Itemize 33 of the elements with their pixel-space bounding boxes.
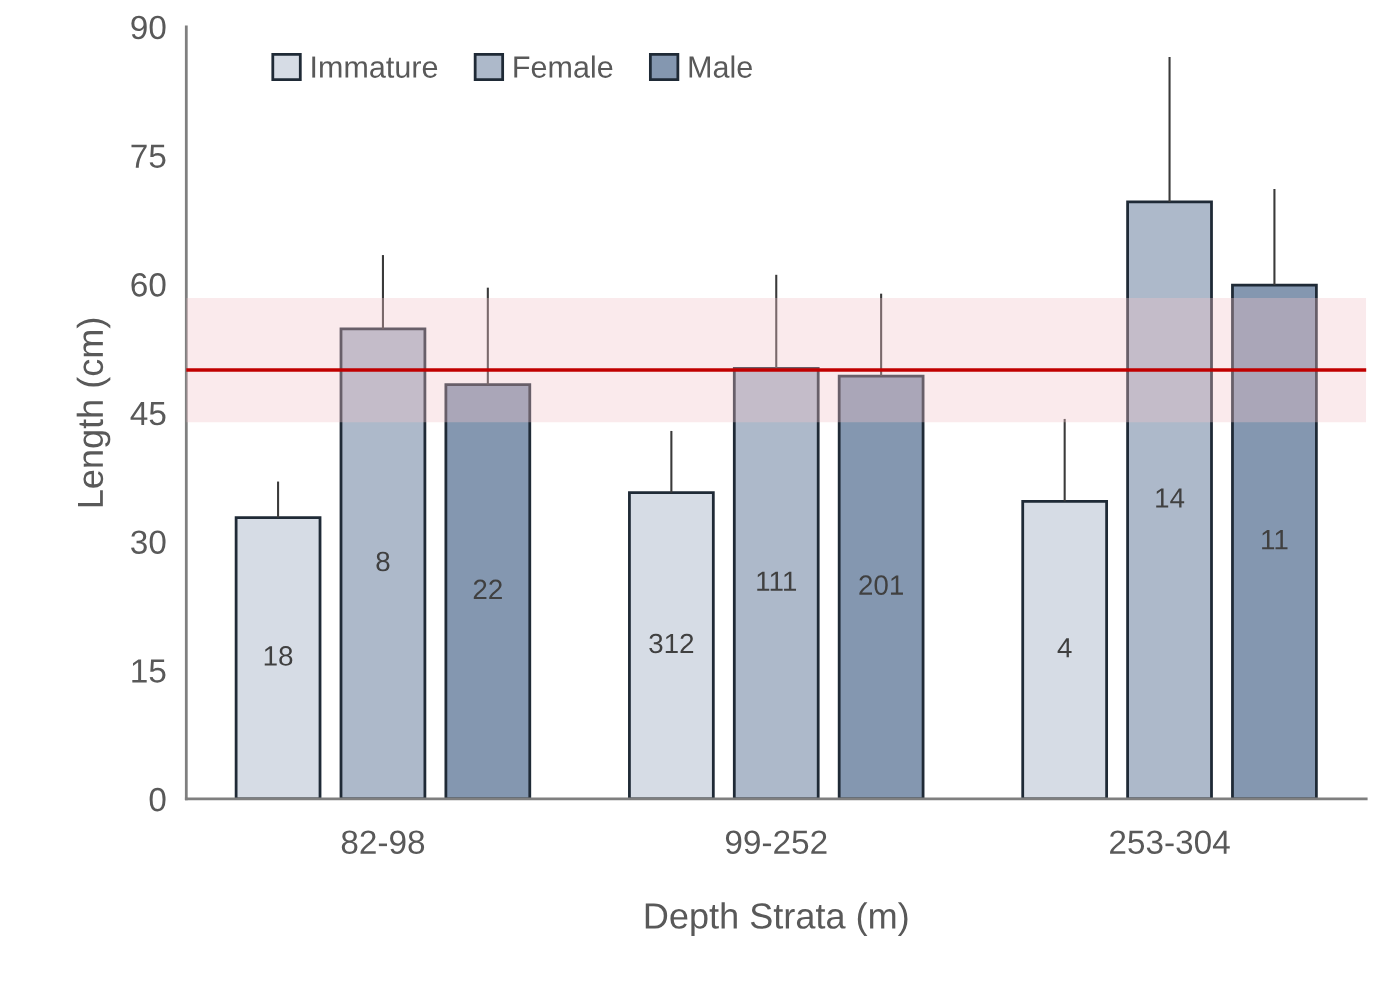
legend-label: Male <box>689 55 752 78</box>
bar <box>444 383 532 799</box>
bar <box>339 327 427 799</box>
y-tick-label: 15 <box>132 659 166 683</box>
legend-label: Female <box>514 55 613 78</box>
bar <box>837 374 925 799</box>
annotation: 14 <box>1156 488 1185 508</box>
annotation: 201 <box>859 575 903 595</box>
annotation: 11 <box>1262 530 1288 550</box>
bar <box>732 366 820 799</box>
y-axis-title: Length (cm) <box>76 318 111 507</box>
bar <box>628 491 715 799</box>
y-tick-label: 45 <box>130 402 166 426</box>
y-tick-label: 0 <box>149 787 166 812</box>
x-axis-title: Depth Strata (m) <box>645 902 908 936</box>
annotation: 18 <box>264 646 293 666</box>
y-tick-label: 90 <box>131 15 166 40</box>
annotation: 8 <box>376 551 390 572</box>
y-tick-label: 60 <box>131 273 166 297</box>
y-tick-label: 30 <box>131 530 166 555</box>
annotation: 22 <box>473 579 502 599</box>
bar <box>234 516 322 799</box>
x-tick-label: 99-252 <box>725 830 827 855</box>
y-tick-label: 75 <box>131 144 166 168</box>
annotation: 111 <box>757 571 797 591</box>
x-tick-label: 253-304 <box>1110 830 1230 855</box>
x-tick-label: 82-98 <box>341 830 425 855</box>
annotation: 312 <box>649 633 694 654</box>
bar <box>1021 499 1109 799</box>
legend-label: Immature <box>312 56 438 78</box>
bar <box>1231 283 1318 799</box>
bar <box>1126 200 1213 799</box>
annotation: 4 <box>1057 638 1072 658</box>
